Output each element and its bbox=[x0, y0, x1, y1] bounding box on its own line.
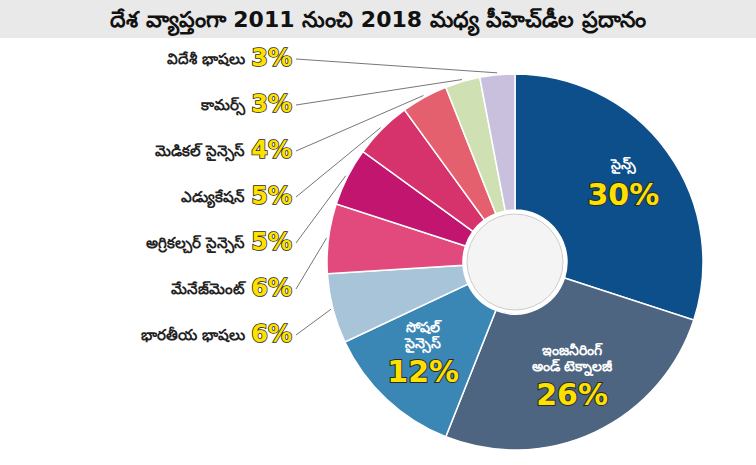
value-label: 5% bbox=[251, 182, 292, 210]
leader-line bbox=[296, 59, 497, 73]
slice-label: ఇంజనీరింగ్అండ్ టెక్నాలజీ bbox=[532, 342, 614, 376]
leader-line bbox=[296, 128, 381, 197]
value-label: 6% bbox=[251, 320, 292, 348]
slice-label: భారతీయ భాషలు bbox=[141, 326, 245, 344]
title-banner bbox=[0, 0, 756, 38]
slice-label: విదేశీ భాషలు bbox=[167, 50, 245, 68]
leader-line bbox=[296, 96, 423, 151]
value-label: 3% bbox=[251, 44, 292, 72]
chart: దేశ వ్యాప్తంగా 2011 నుంచి 2018 మధ్య పీహె… bbox=[0, 0, 756, 465]
value-label: 4% bbox=[251, 136, 292, 164]
slice-label: సైన్స్ bbox=[610, 156, 636, 175]
slice-label: మెడికల్ సైన్సెస్ bbox=[155, 142, 245, 162]
slice-label: అగ్రికల్చర్ సైన్సెస్ bbox=[146, 234, 245, 254]
leader-line bbox=[296, 80, 462, 105]
value-label: 6% bbox=[251, 274, 292, 302]
slice-label: కామర్స్ bbox=[200, 96, 246, 116]
value-label: 30% bbox=[588, 177, 660, 212]
slice-label: ఎడ్యుకేషన్ bbox=[181, 188, 245, 209]
leader-line bbox=[296, 176, 346, 243]
labels: సైన్స్ 30% ఇంజనీరింగ్అండ్ టెక్నాలజీ26% సోషల… bbox=[141, 44, 659, 412]
value-label: 5% bbox=[251, 228, 292, 256]
leader-line bbox=[296, 238, 326, 289]
slice bbox=[327, 265, 468, 342]
center-disc bbox=[467, 214, 563, 310]
slice-label: సోషల్సైన్సెస్ bbox=[404, 319, 442, 354]
slice-label: మేనేజ్‌మెంట్ bbox=[171, 280, 246, 298]
leader-line bbox=[296, 309, 331, 335]
pie bbox=[327, 74, 703, 450]
value-label: 26% bbox=[536, 377, 608, 412]
slice bbox=[480, 74, 515, 211]
value-label: 12% bbox=[387, 354, 459, 389]
title: దేశ వ్యాప్తంగా 2011 నుంచి 2018 మధ్య పీహె… bbox=[110, 7, 646, 36]
value-label: 3% bbox=[251, 90, 292, 118]
